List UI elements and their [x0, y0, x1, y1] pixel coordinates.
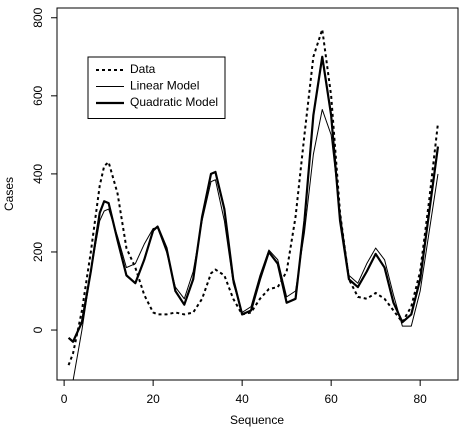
x-tick-label: 80 — [413, 392, 427, 406]
legend-box — [87, 56, 226, 119]
plot-frame — [56, 7, 459, 381]
y-tick-label: 800 — [31, 7, 45, 27]
plot-area — [67, 28, 440, 380]
x-tick-label: 40 — [235, 392, 249, 406]
y-tick-label: 200 — [31, 242, 45, 262]
legend-label: Data — [130, 62, 156, 76]
y-tick-label: 600 — [31, 85, 45, 105]
y-tick-label: 400 — [31, 164, 45, 184]
x-tick-label: 0 — [61, 392, 68, 406]
x-tick-label: 20 — [146, 392, 160, 406]
y-axis-label: Cases — [2, 177, 16, 211]
series-line — [67, 55, 440, 343]
legend-label: Quadratic Model — [130, 95, 218, 109]
series-line — [72, 108, 439, 380]
x-axis-label: Sequence — [230, 413, 284, 427]
x-tick-label: 60 — [324, 392, 338, 406]
legend-label: Linear Model — [130, 79, 199, 93]
y-tick-label: 0 — [31, 326, 45, 333]
